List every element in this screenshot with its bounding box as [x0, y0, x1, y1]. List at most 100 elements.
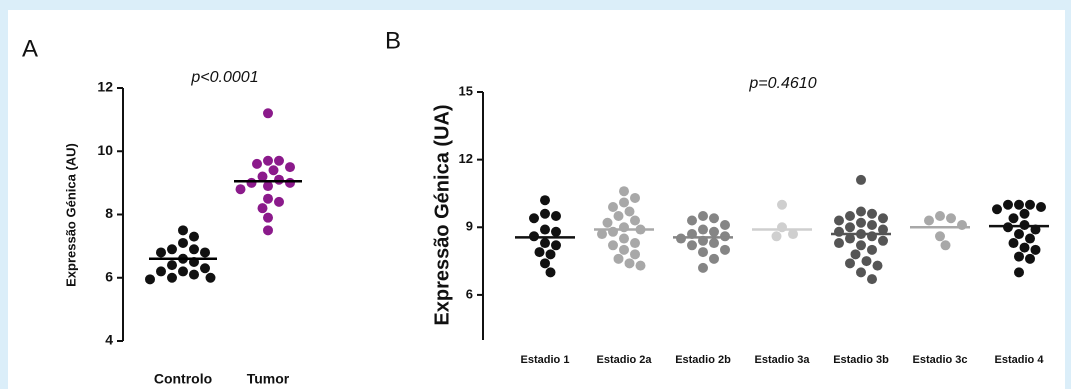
data-point — [551, 211, 561, 221]
data-point — [1025, 233, 1035, 244]
data-point — [1014, 199, 1024, 210]
data-point — [834, 238, 844, 249]
data-point — [1025, 199, 1035, 210]
data-point — [263, 181, 273, 192]
data-point — [635, 260, 646, 271]
data-point — [252, 158, 262, 169]
data-point — [867, 274, 877, 285]
data-point — [1019, 208, 1030, 219]
data-point — [1025, 253, 1035, 264]
data-point — [178, 225, 188, 236]
data-point — [1014, 229, 1024, 240]
y-tick-label: 8 — [105, 205, 113, 221]
data-point — [156, 266, 166, 277]
data-point — [613, 253, 624, 264]
data-point — [602, 217, 613, 228]
data-point — [1008, 238, 1019, 249]
data-point — [540, 258, 550, 269]
data-point — [630, 249, 640, 260]
y-tick-label: 6 — [466, 286, 473, 301]
data-point — [540, 195, 550, 206]
data-point — [1014, 267, 1024, 278]
data-point — [777, 199, 787, 210]
data-point — [189, 231, 199, 242]
data-point — [867, 244, 877, 255]
data-point — [257, 171, 268, 182]
data-point — [551, 226, 561, 237]
data-point — [788, 229, 798, 240]
data-point — [545, 267, 556, 278]
data-point — [205, 272, 216, 283]
y-tick-label: 4 — [105, 332, 113, 348]
data-point — [856, 267, 866, 278]
data-point — [1014, 251, 1024, 262]
x-tick-label: Estadio 3c — [912, 354, 967, 366]
data-point — [771, 231, 782, 242]
data-point — [200, 263, 210, 274]
data-point — [263, 108, 273, 119]
data-point — [861, 256, 872, 267]
data-point — [178, 237, 188, 248]
panel-background — [8, 10, 1065, 389]
data-point — [613, 211, 624, 221]
y-axis-label: Expressão Génica (UA) — [431, 104, 453, 325]
data-point — [867, 208, 877, 219]
data-point — [274, 155, 284, 166]
data-point — [1036, 201, 1046, 212]
data-point — [1003, 199, 1013, 210]
data-point — [850, 249, 861, 260]
data-point — [856, 217, 866, 228]
data-point — [156, 247, 166, 258]
data-point — [698, 247, 708, 258]
data-point — [845, 233, 855, 244]
data-point — [687, 240, 697, 251]
data-point — [529, 213, 539, 224]
data-point — [534, 247, 545, 258]
x-tick-label: Estadio 3a — [754, 354, 810, 366]
data-point — [268, 165, 279, 176]
data-point — [263, 225, 273, 236]
y-tick-label: 6 — [105, 268, 113, 284]
y-tick-label: 12 — [459, 151, 473, 166]
data-point — [698, 224, 708, 235]
data-point — [856, 240, 866, 251]
data-point — [145, 274, 155, 285]
x-tick-label: Tumor — [247, 371, 290, 387]
data-point — [845, 258, 855, 269]
data-point — [263, 212, 273, 223]
data-point — [935, 231, 945, 242]
data-point — [189, 269, 199, 280]
data-point — [597, 229, 607, 240]
data-point — [167, 244, 177, 255]
x-tick-label: Estadio 2a — [596, 354, 652, 366]
data-point — [720, 244, 730, 255]
data-point — [856, 206, 866, 217]
data-point — [709, 226, 719, 237]
data-point — [992, 204, 1002, 215]
data-point — [189, 244, 199, 255]
data-point — [619, 197, 629, 208]
data-point — [946, 213, 956, 224]
x-tick-label: Estadio 4 — [995, 354, 1045, 366]
data-point — [1008, 213, 1019, 224]
y-tick-label: 15 — [459, 83, 473, 98]
data-point — [709, 238, 719, 249]
x-tick-label: Estadio 1 — [521, 354, 570, 366]
data-point — [285, 162, 295, 173]
data-point — [540, 224, 550, 235]
data-point — [167, 260, 177, 271]
data-point — [545, 249, 556, 260]
data-point — [608, 201, 618, 212]
data-point — [178, 266, 188, 277]
data-point — [845, 211, 855, 221]
y-tick-label: 12 — [97, 79, 113, 95]
data-point — [698, 262, 708, 273]
y-tick-label: 9 — [466, 219, 473, 234]
data-point — [630, 215, 640, 226]
data-point — [867, 220, 877, 231]
x-tick-label: Controlo — [154, 371, 212, 387]
chart-title: p<0.0001 — [190, 69, 258, 86]
data-point — [274, 174, 284, 185]
